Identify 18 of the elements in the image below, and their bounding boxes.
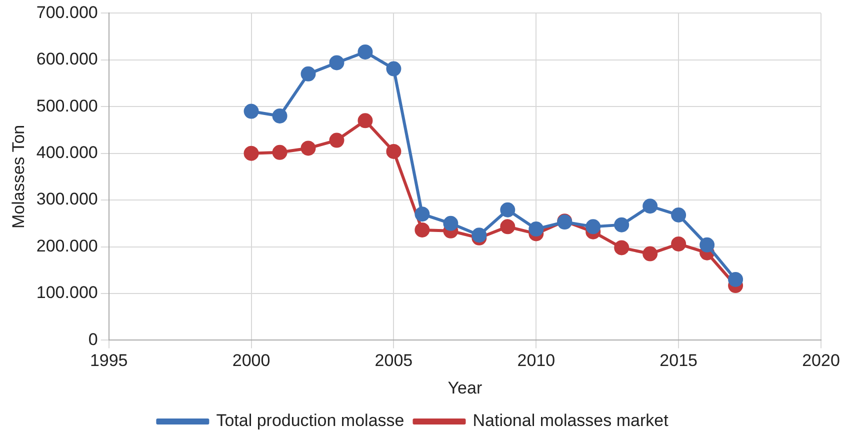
x-axis-title: Year: [448, 378, 482, 398]
y-tick-label: 400.000: [36, 143, 98, 162]
y-axis-title: Molasses Ton: [8, 124, 28, 229]
x-tick-label: 2000: [232, 351, 270, 370]
y-tick-label: 600.000: [36, 50, 98, 69]
y-tick-label: 100.000: [36, 283, 98, 302]
legend-label: National molasses market: [472, 411, 669, 430]
y-tick-label: 0: [88, 330, 98, 349]
y-tick-label: 700.000: [36, 2, 98, 22]
x-tick-label: 2005: [374, 351, 413, 370]
y-tick-label: 200.000: [36, 236, 98, 256]
legend-label: Total production molasse: [216, 411, 404, 430]
x-tick-label: 1995: [90, 351, 128, 370]
x-tick-label: 2010: [517, 351, 556, 370]
x-tick-label: 2015: [660, 351, 698, 370]
x-tick-label: 2020: [802, 351, 840, 370]
y-tick-label: 500.000: [36, 96, 98, 116]
y-tick-label: 300.000: [36, 190, 98, 209]
